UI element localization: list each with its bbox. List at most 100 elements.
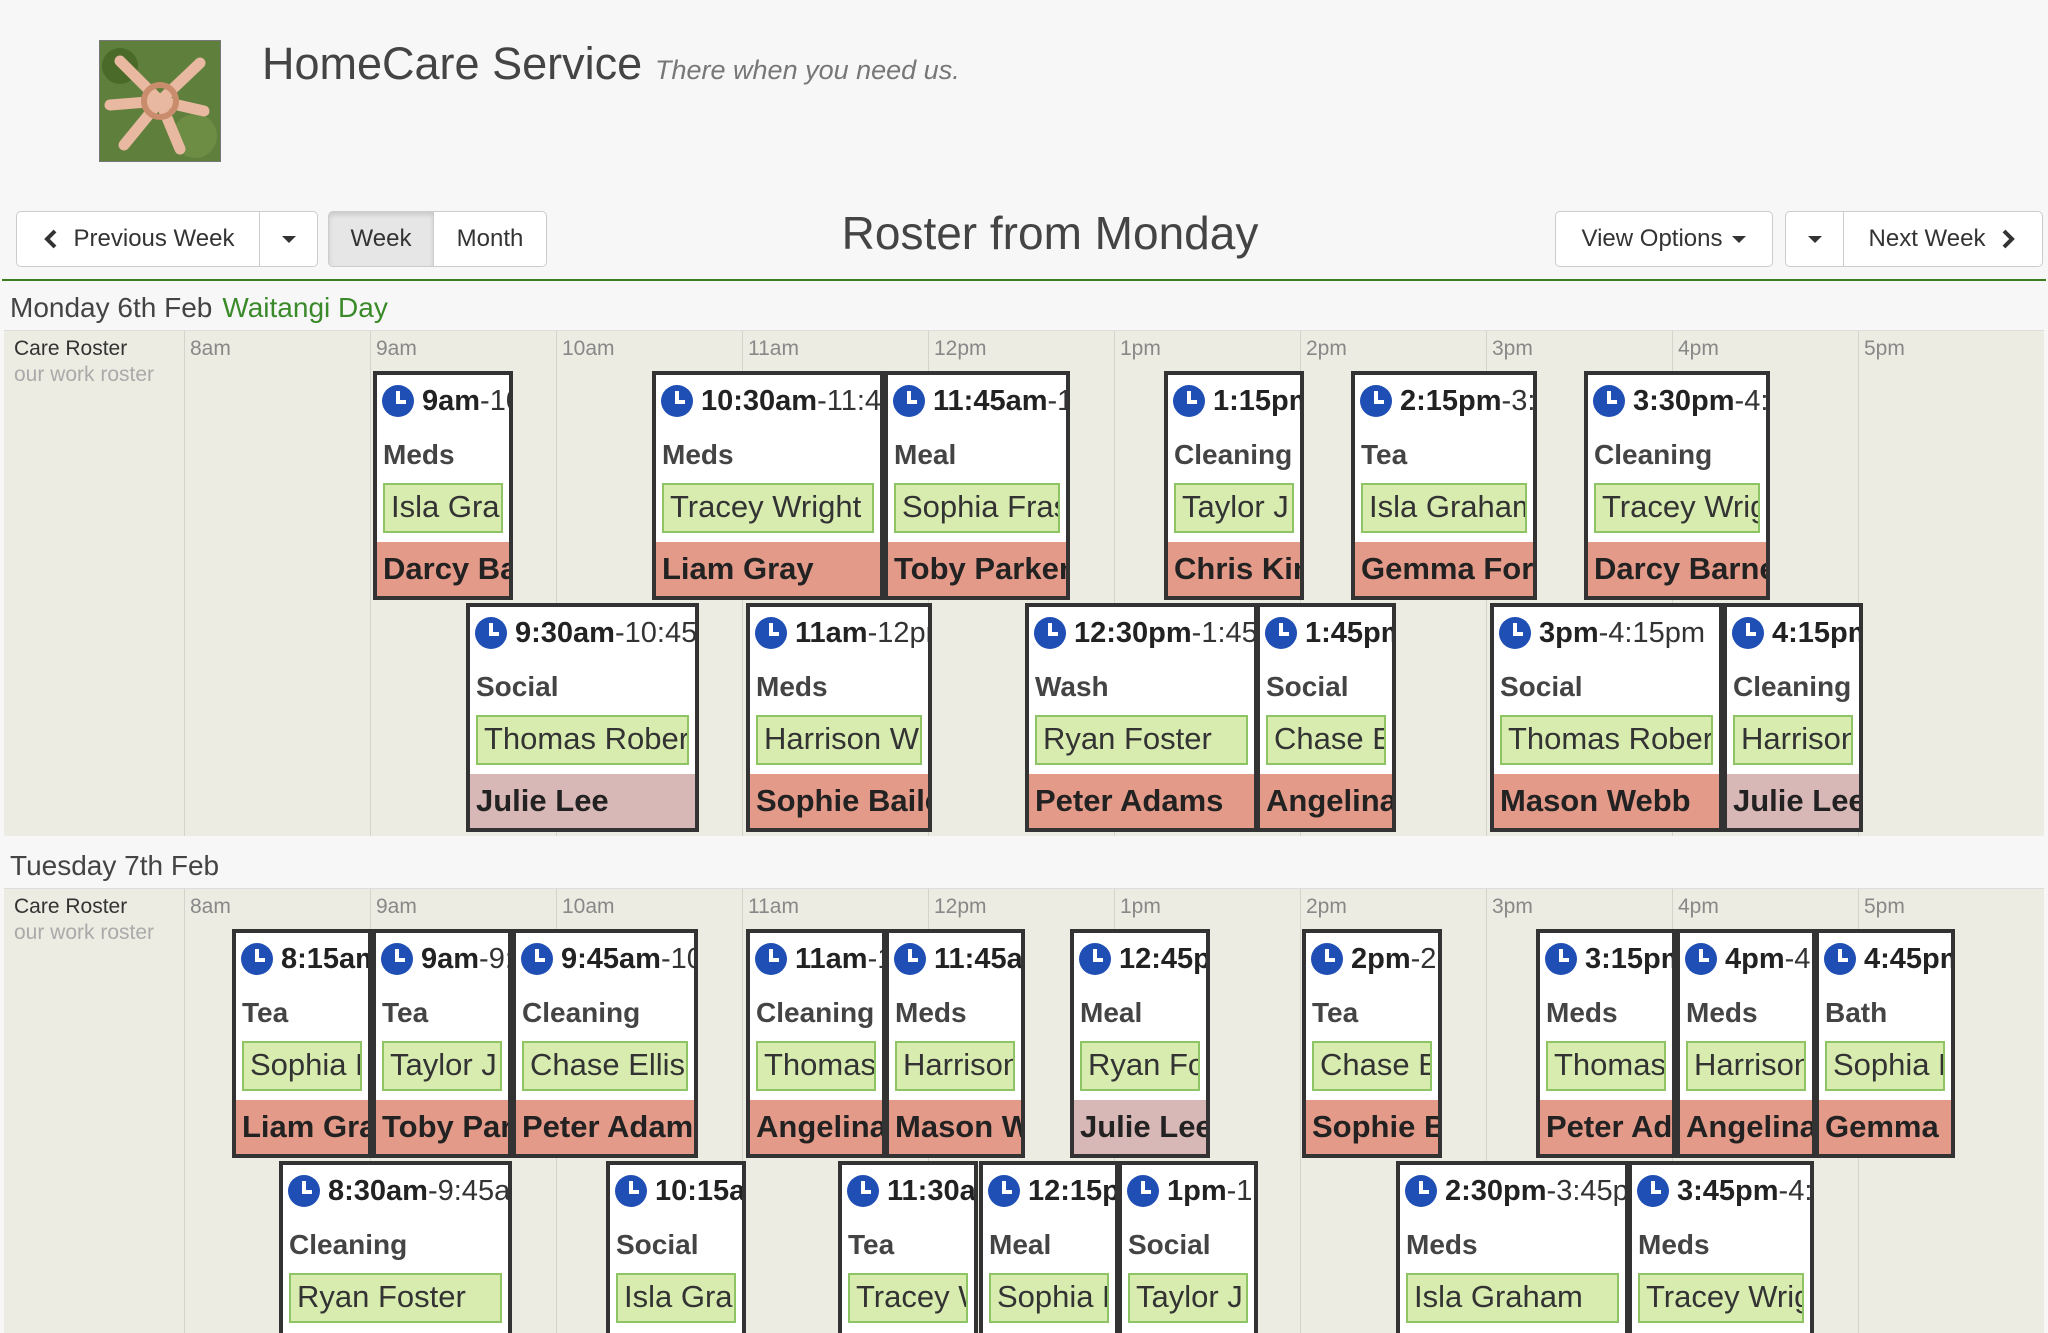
staff-name[interactable]: Sophia Fraser [242,1041,362,1091]
appointment-task: Cleaning [1594,439,1713,470]
staff-name[interactable]: Isla Graham [1406,1273,1619,1323]
staff-name[interactable]: Sophia Fraser [894,483,1060,533]
appointment-card[interactable]: 11:30am-12:15pm Tea Tracey Wright [838,1161,978,1333]
appointment-start: 9am [422,384,481,417]
client-name[interactable]: Angelina [1680,1100,1812,1154]
client-name[interactable]: Chris Kim [1168,542,1300,596]
staff-name[interactable]: Sophia Fraser [1825,1041,1945,1091]
appointment-card[interactable]: 11am-12pm Meds Harrison W Sophie Bailey [746,603,932,832]
client-name[interactable]: Toby Parker [376,1100,508,1154]
staff-name[interactable]: Harrison W [756,715,922,765]
client-name[interactable]: Sophie Bailey [1306,1100,1438,1154]
appointment-time: 3:15pm-4pm [1545,939,1672,979]
hour-label: 9am [376,337,417,360]
appointment-card[interactable]: 9:45am-10:45am Cleaning Chase Ellis Peter A… [512,929,698,1158]
client-name[interactable]: Mason Webb [889,1100,1021,1154]
appointment-card[interactable]: 3:15pm-4pm Meds Thomas Roberts Peter Adams [1536,929,1676,1158]
staff-name[interactable]: Tracey Wright [848,1273,968,1323]
staff-name[interactable]: Chase Ellis [1312,1041,1432,1091]
appointment-card[interactable]: 12:30pm-1:45pm Wash Ryan Foster Peter Adams [1025,603,1258,832]
roster-title: Roster from Monday [841,207,1259,259]
holiday-label[interactable]: Waitangi Day [222,292,388,323]
week-view-button[interactable]: Week [328,211,434,267]
client-name[interactable]: Angelina [750,1100,882,1154]
appointment-card[interactable]: 9am-9:45am Tea Taylor J Toby Parker [372,929,512,1158]
staff-name[interactable]: Thomas Roberts [1546,1041,1666,1091]
staff-name[interactable]: Tracey Wright [662,483,874,533]
staff-name[interactable]: Taylor J [382,1041,502,1091]
staff-name[interactable]: Tracey Wright [1594,483,1760,533]
client-name[interactable]: Julie Lee [1074,1100,1206,1154]
previous-week-dropdown[interactable] [259,211,318,267]
appointment-card[interactable]: 11am-11:45am Cleaning Thomas Roberts Angeli… [746,929,886,1158]
appointment-card[interactable]: 2pm-2:45pm Tea Chase Ellis Sophie Bailey [1302,929,1442,1158]
clock-icon [1034,617,1066,649]
client-name[interactable]: Peter Adams [1540,1100,1672,1154]
client-name[interactable]: Toby Parker [888,542,1066,596]
client-name[interactable]: Peter Adams [516,1100,694,1154]
client-name[interactable]: Julie Lee [470,774,695,828]
staff-name[interactable]: Thomas Roberts [1500,715,1713,765]
appointment-card[interactable]: 8:15am-9am Tea Sophia Fraser Liam Gray [232,929,372,1158]
appointment-card[interactable]: 9am-10:15am Meds Isla Graham Darcy Barnes [373,371,513,600]
staff-name[interactable]: Chase Ellis [522,1041,688,1091]
client-name[interactable]: Mason Webb [1494,774,1719,828]
staff-name[interactable]: Harrison W [895,1041,1015,1091]
client-name[interactable]: Liam Gray [236,1100,368,1154]
client-name[interactable]: Liam Gray [656,542,880,596]
appointment-start: 2:30pm [1445,1174,1547,1207]
client-name[interactable]: Darcy Barnes [1588,542,1766,596]
appointment-card[interactable]: 10:30am-11:45am Meds Tracey Wright Liam Gra… [652,371,884,600]
staff-name[interactable]: Chase Ellis [1266,715,1386,765]
staff-name[interactable]: Taylor J [1128,1273,1248,1323]
client-name[interactable]: Angelina [1260,774,1392,828]
appointment-card[interactable]: 2:30pm-3:45pm Meds Isla Graham [1396,1161,1629,1333]
appointment-card[interactable]: 12:15pm-1pm Meal Sophia Fraser [979,1161,1119,1333]
appointment-card[interactable]: 11:45am-12:45pm Meal Sophia Fraser Toby Par… [884,371,1070,600]
next-week-button[interactable]: Next Week [1843,211,2043,267]
appointment-card[interactable]: 3pm-4:15pm Social Thomas Roberts Mason Webb [1490,603,1723,832]
client-name[interactable]: Gemma [1819,1100,1951,1154]
staff-name[interactable]: Ryan Foster [1080,1041,1200,1091]
client-name[interactable]: Peter Adams [1029,774,1254,828]
appointment-card[interactable]: 12:45pm-1:30pm Meal Ryan Foster Julie Lee [1070,929,1210,1158]
staff-name[interactable]: Harrison W [1686,1041,1806,1091]
appointment-task: Social [616,1229,699,1260]
staff-name[interactable]: Harrison W [1733,715,1853,765]
staff-name[interactable]: Ryan Foster [1035,715,1248,765]
appointment-task: Social [1266,671,1349,702]
appointment-card[interactable]: 3:30pm-4:30pm Cleaning Tracey Wright Darcy … [1584,371,1770,600]
appointment-card[interactable]: 9:30am-10:45am Social Thomas Roberts Julie … [466,603,699,832]
staff-name[interactable]: Taylor J [1174,483,1294,533]
appointment-card[interactable]: 3:45pm-4:45pm Meds Tracey Wright [1628,1161,1814,1333]
appointment-card[interactable]: 1pm-1:45pm Social Taylor J [1118,1161,1258,1333]
next-week-dropdown[interactable] [1785,211,1844,267]
month-view-button[interactable]: Month [433,211,547,267]
appointment-card[interactable]: 4:45pm-5:30pm Bath Sophia Fraser Gemma [1815,929,1955,1158]
appointment-card[interactable]: 11:45am-12:30pm Meds Harrison W Mason Webb [885,929,1025,1158]
staff-name[interactable]: Tracey Wright [1638,1273,1804,1323]
client-name[interactable]: Gemma Ford [1355,542,1533,596]
appointment-card[interactable]: 10:15am-11am Social Isla Graham [606,1161,746,1333]
previous-week-button[interactable]: Previous Week [16,211,260,267]
staff-name[interactable]: Isla Graham [616,1273,736,1323]
appointment-card[interactable]: 1:15pm-2pm Cleaning Taylor J Chris Kim [1164,371,1304,600]
client-name[interactable]: Darcy Barnes [377,542,509,596]
appointment-card[interactable]: 4pm-4:45pm Meds Harrison W Angelina [1676,929,1816,1158]
staff-name[interactable]: Ryan Foster [289,1273,502,1323]
appointment-card[interactable]: 1:45pm-2:30pm Social Chase Ellis Angelina [1256,603,1396,832]
appointment-card[interactable]: 8:30am-9:45am Cleaning Ryan Foster [279,1161,512,1333]
appointment-card[interactable]: 4:15pm-5pm Cleaning Harrison W Julie Lee [1723,603,1863,832]
staff-name[interactable]: Thomas Roberts [476,715,689,765]
chevron-left-icon [43,229,56,249]
staff-name[interactable]: Isla Graham [1361,483,1527,533]
staff-name[interactable]: Isla Graham [383,483,503,533]
appointment-card[interactable]: 2:15pm-3:15pm Tea Isla Graham Gemma Ford [1351,371,1537,600]
appointment-start: 11am [795,942,868,975]
client-name[interactable]: Sophie Bailey [750,774,928,828]
staff-name[interactable]: Sophia Fraser [989,1273,1109,1323]
view-options-button[interactable]: View Options [1555,211,1773,267]
hour-label: 9am [376,895,417,918]
client-name[interactable]: Julie Lee [1727,774,1859,828]
staff-name[interactable]: Thomas Roberts [756,1041,876,1091]
